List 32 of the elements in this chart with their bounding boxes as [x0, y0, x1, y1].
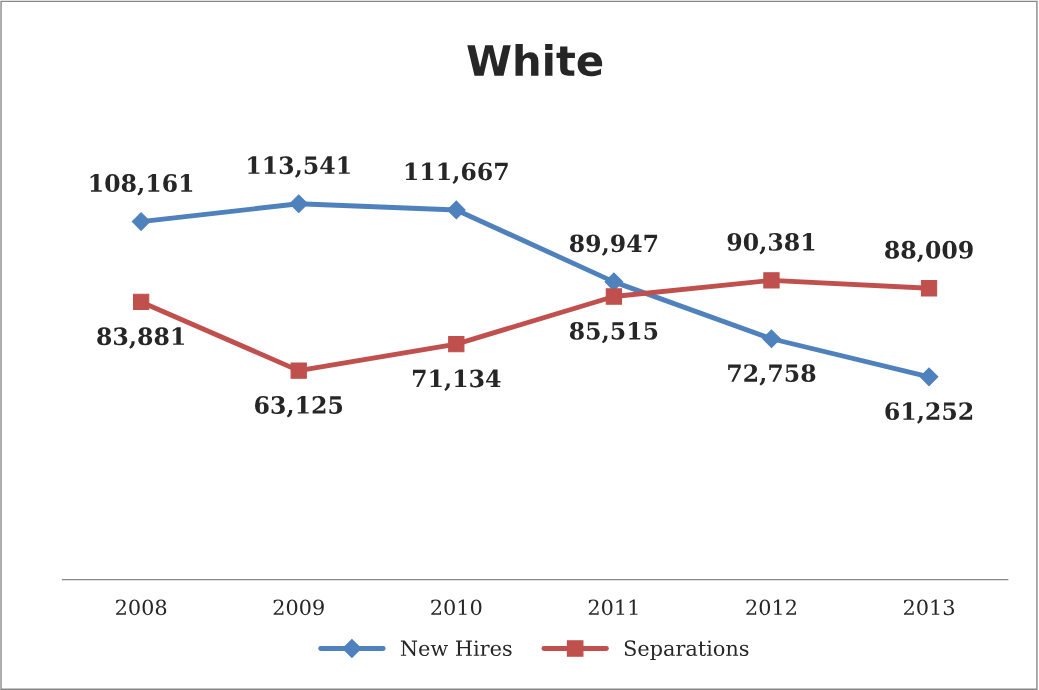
point [762, 329, 781, 349]
point [132, 293, 150, 311]
data-label: 63,125 [255, 396, 343, 418]
point [448, 335, 465, 353]
point [290, 362, 307, 379]
data-label: 71,134 [412, 369, 501, 391]
x-tick-label: 2009 [273, 599, 324, 616]
point [920, 280, 938, 297]
point [919, 367, 939, 387]
data-label: 90,381 [727, 232, 815, 255]
data-label: 108,161 [90, 174, 193, 196]
data-label: 61,252 [885, 402, 973, 424]
data-label: 72,758 [728, 364, 816, 386]
data-label: 111,667 [405, 162, 508, 184]
x-tick-label: 2010 [431, 599, 482, 616]
x-tick-label: 2012 [746, 599, 796, 616]
x-tick-label: 2011 [588, 599, 638, 616]
data-label: 89,947 [569, 234, 658, 256]
point [446, 200, 466, 220]
data-label: 83,881 [97, 327, 184, 349]
data-label: 113,541 [248, 156, 350, 178]
data-label: 88,009 [885, 240, 973, 263]
point [289, 194, 309, 214]
x-tick-label: 2008 [116, 599, 167, 616]
chart-title: White [467, 43, 603, 77]
legend-label: Separations [624, 640, 749, 661]
point [605, 288, 623, 305]
legend-label: New Hires [400, 640, 512, 657]
x-tick-label: 2013 [903, 599, 954, 616]
point [131, 212, 151, 231]
data-label: 85,515 [569, 321, 658, 344]
point [763, 272, 780, 289]
